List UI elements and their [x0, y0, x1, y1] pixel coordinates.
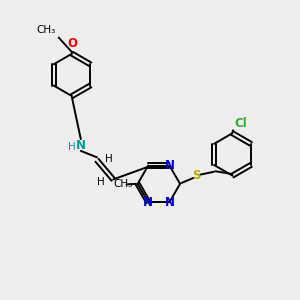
- Text: CH₃: CH₃: [113, 179, 132, 189]
- Text: N: N: [164, 159, 174, 172]
- Text: O: O: [67, 37, 77, 50]
- Text: S: S: [192, 169, 200, 182]
- Text: H: H: [68, 142, 75, 152]
- Text: N: N: [164, 196, 174, 209]
- Text: Cl: Cl: [234, 117, 247, 130]
- Text: H: H: [97, 177, 105, 187]
- Text: N: N: [76, 139, 86, 152]
- Text: CH₃: CH₃: [37, 25, 56, 34]
- Text: N: N: [143, 196, 153, 209]
- Text: H: H: [105, 154, 113, 164]
